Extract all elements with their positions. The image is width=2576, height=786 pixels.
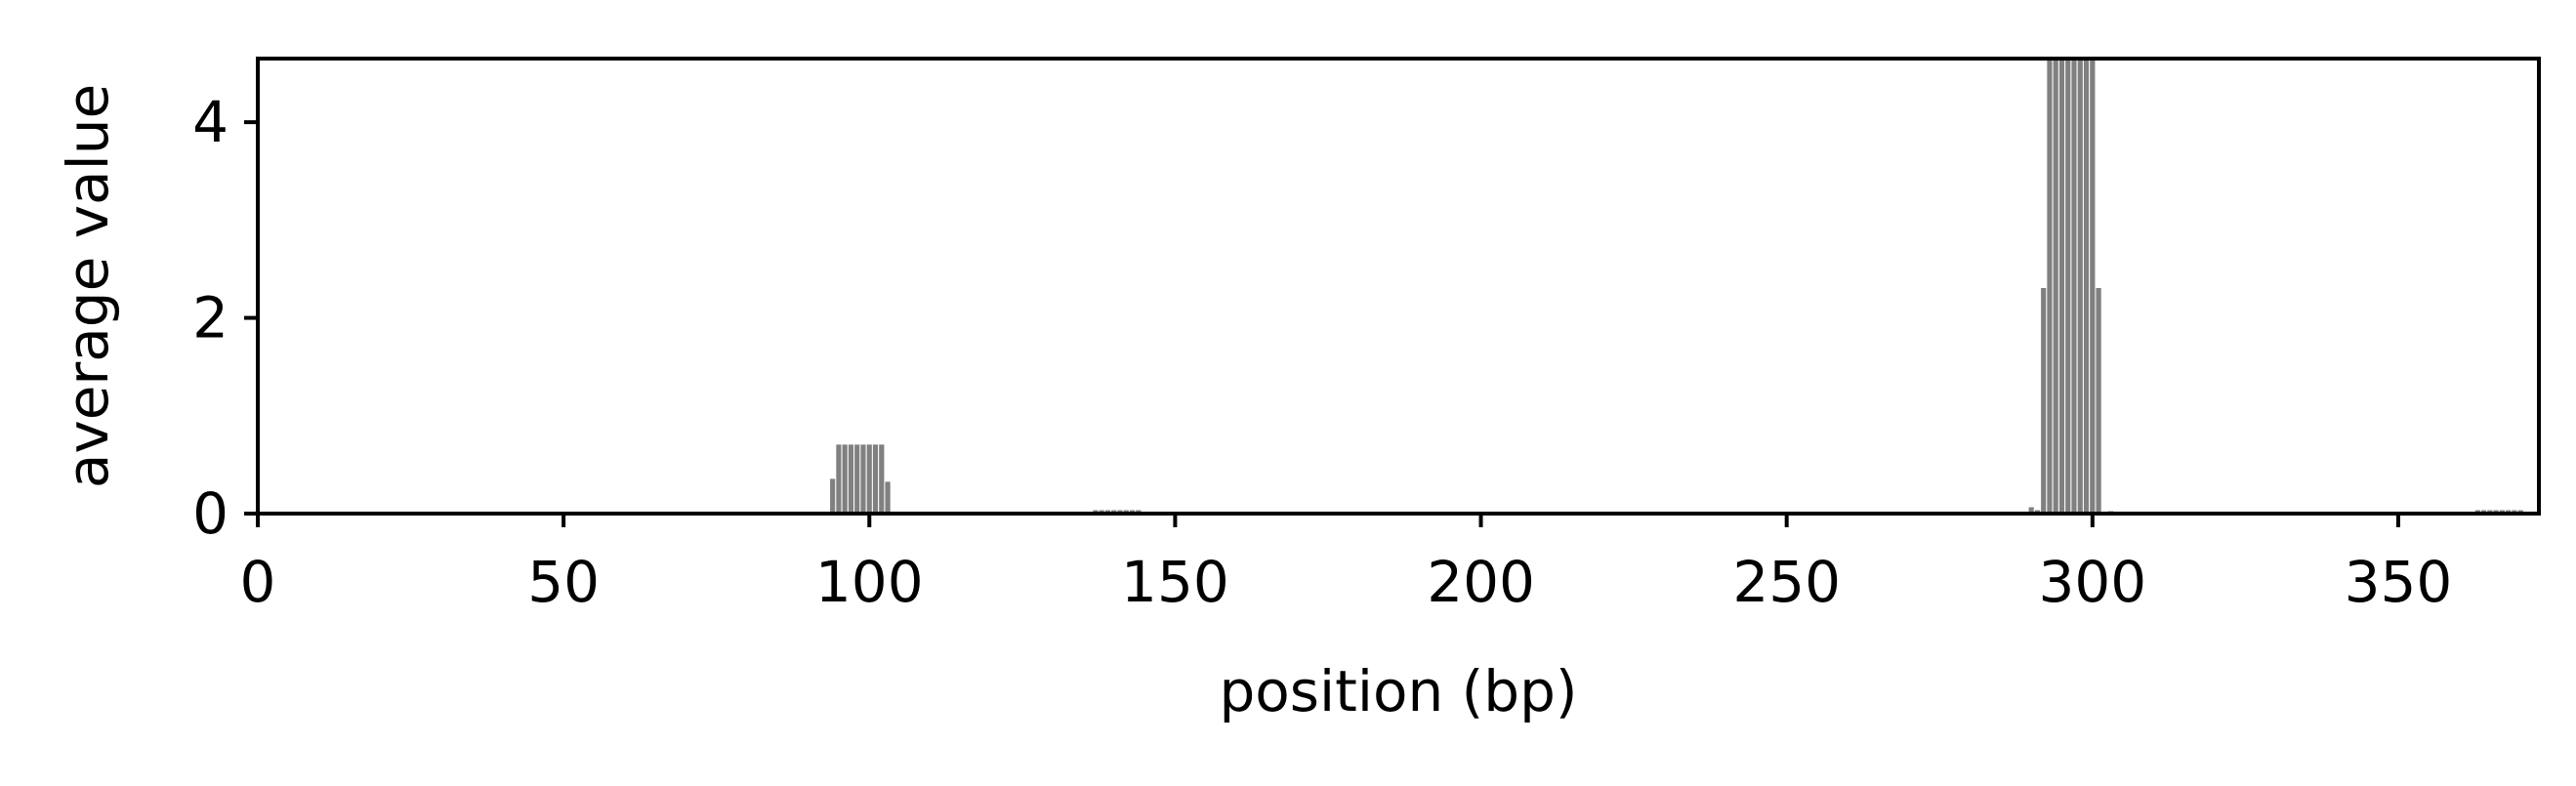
bar: [865, 443, 873, 515]
bar: [878, 443, 886, 515]
bar: [2076, 58, 2084, 515]
bar: [859, 443, 867, 515]
x-tick-label: 150: [1121, 549, 1229, 615]
bars-layer: [829, 58, 2524, 515]
y-tick-label: 2: [192, 285, 229, 352]
x-tick-label: 100: [815, 549, 924, 615]
bar: [2052, 58, 2059, 515]
bar: [2089, 58, 2097, 515]
x-tick-label: 250: [1732, 549, 1841, 615]
x-tick-label: 350: [2345, 549, 2453, 615]
x-axis-label: position (bp): [1219, 658, 1577, 724]
bar: [871, 443, 880, 515]
bar: [2046, 58, 2054, 515]
bar: [2070, 58, 2078, 515]
x-tick-label: 0: [240, 549, 276, 615]
y-tick-label: 4: [192, 89, 229, 155]
bar: [2064, 58, 2072, 515]
bar: [847, 443, 855, 515]
bar: [853, 443, 861, 515]
bar: [841, 443, 849, 515]
bar: [2057, 58, 2066, 515]
x-tick-label: 200: [1427, 549, 1535, 615]
y-tick-label: 0: [192, 480, 229, 547]
bar: [2082, 58, 2091, 515]
x-axis: 0 50 100 150 200 250 300 350: [240, 514, 2453, 615]
x-tick-label: 50: [527, 549, 600, 615]
bar: [2095, 287, 2102, 515]
bar: [835, 443, 843, 515]
bar: [2040, 287, 2048, 515]
x-tick-label: 300: [2038, 549, 2146, 615]
bar: [884, 480, 892, 515]
bar: [829, 477, 837, 515]
y-axis: 0 2 4: [192, 89, 258, 547]
plot-frame: [256, 57, 2541, 516]
y-axis-label: average value: [55, 84, 121, 488]
